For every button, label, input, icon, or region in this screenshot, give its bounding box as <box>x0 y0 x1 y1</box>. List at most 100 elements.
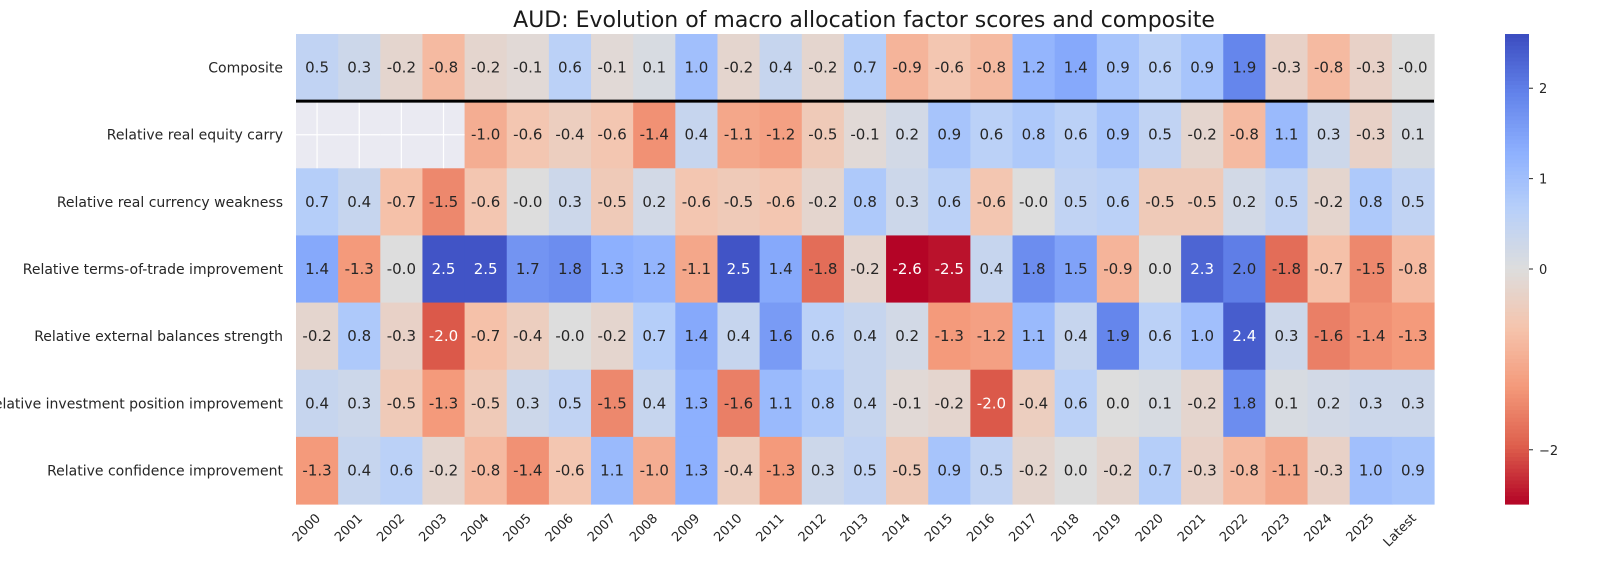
heatmap-cell <box>1096 168 1140 237</box>
cell-value-label: -1.1 <box>724 126 753 144</box>
cell-value-label: -0.5 <box>724 193 753 211</box>
heatmap-cell <box>1181 101 1224 169</box>
colorbar-segment <box>1505 143 1529 149</box>
colorbar-segment <box>1505 343 1529 348</box>
cell-value-label: -1.8 <box>1272 260 1301 278</box>
cell-value-label: 0.0 <box>1106 394 1130 412</box>
heatmap-cell <box>1181 168 1224 237</box>
cell-value-label: 1.1 <box>1022 327 1046 345</box>
heatmap-cell <box>843 302 887 371</box>
cell-value-label: -0.3 <box>1314 461 1343 479</box>
colorbar-segment <box>1505 323 1529 329</box>
heatmap-cell <box>380 369 424 438</box>
cell-value-label: 0.8 <box>347 327 371 345</box>
cell-value-label: 0.0 <box>1148 260 1172 278</box>
heatmap-cell <box>843 369 887 438</box>
heatmap-cell <box>1138 369 1182 438</box>
chart-title: AUD: Evolution of macro allocation facto… <box>513 8 1215 33</box>
heatmap-cell <box>1138 302 1182 371</box>
cell-value-label: 0.3 <box>811 461 835 479</box>
heatmap-cell <box>759 34 803 102</box>
column-label: 2006 <box>543 511 577 545</box>
column-label: 2004 <box>458 511 492 545</box>
cell-value-label: 1.9 <box>1106 327 1130 345</box>
colorbar-segment <box>1505 382 1529 388</box>
cell-value-label: 0.6 <box>811 327 835 345</box>
heatmap-cell <box>1138 436 1182 505</box>
cell-value-label: -0.8 <box>1398 260 1427 278</box>
colorbar-segment <box>1505 449 1529 454</box>
colorbar-segment <box>1505 167 1529 172</box>
heatmap-cell-labels: 0.5 0.3 -0.2 -0.8 -0.2 -0.1 0.6 -0.1 0.1 1.0 -0.2 0… <box>302 59 1427 480</box>
cell-value-label: -0.5 <box>808 126 837 144</box>
heatmap-cell <box>422 302 466 371</box>
colorbar-tick-label: −2 <box>1539 444 1558 459</box>
cell-value-label: -1.3 <box>302 461 331 479</box>
column-label: 2005 <box>501 511 535 545</box>
cell-value-label: 0.5 <box>1401 193 1425 211</box>
colorbar-segment <box>1505 88 1529 94</box>
column-label: 2020 <box>1133 511 1167 545</box>
cell-value-label: -0.5 <box>893 461 922 479</box>
colorbar-segment <box>1505 496 1529 501</box>
colorbar-segment <box>1505 53 1529 59</box>
colorbar-segment <box>1505 163 1529 168</box>
heatmap-cell <box>296 34 339 102</box>
heatmap-cell <box>422 369 466 438</box>
cell-value-label: -0.2 <box>808 193 837 211</box>
cell-value-label: 0.1 <box>1401 126 1425 144</box>
cell-value-label: -0.6 <box>597 126 626 144</box>
colorbar-segment <box>1505 92 1529 98</box>
heatmap-cell <box>380 235 424 304</box>
cell-value-label: 1.3 <box>684 394 708 412</box>
cell-value-label: -0.5 <box>1188 193 1217 211</box>
colorbar-segment <box>1505 331 1529 337</box>
colorbar-segment <box>1505 370 1529 376</box>
cell-value-label: 0.8 <box>1359 193 1383 211</box>
heatmap-cell <box>1265 235 1309 304</box>
colorbar-segment <box>1505 464 1529 470</box>
column-label: 2021 <box>1175 511 1209 545</box>
heatmap-cell <box>759 369 803 438</box>
heatmap-cell <box>801 235 845 304</box>
cell-value-label: -0.5 <box>1145 193 1174 211</box>
cell-value-label: 0.4 <box>769 59 793 77</box>
cell-value-label: 1.8 <box>558 260 582 278</box>
colorbar-segment <box>1505 96 1529 102</box>
cell-value-label: -1.3 <box>345 260 374 278</box>
cell-value-label: -0.8 <box>1230 126 1259 144</box>
heatmap-cell <box>1391 302 1435 371</box>
cell-value-label: -0.6 <box>682 193 711 211</box>
heatmap-cell <box>675 168 719 237</box>
cell-value-label: 0.5 <box>1275 193 1299 211</box>
cell-value-label: 0.3 <box>895 193 919 211</box>
heatmap-cell <box>464 101 508 169</box>
column-label: 2017 <box>1006 511 1040 545</box>
cell-value-label: 0.8 <box>811 394 835 412</box>
cell-value-label: 0.9 <box>1190 59 1214 77</box>
colorbar-segment <box>1505 108 1529 113</box>
heatmap-cell <box>1391 101 1435 169</box>
cell-value-label: -0.6 <box>513 126 542 144</box>
colorbar-segment <box>1505 194 1529 200</box>
heatmap-cell <box>548 34 592 102</box>
cell-value-label: 0.6 <box>389 461 413 479</box>
cell-value-label: 0.9 <box>1106 59 1130 77</box>
colorbar-segment <box>1505 429 1529 435</box>
cell-value-label: -0.0 <box>513 193 542 211</box>
cell-value-label: 1.4 <box>305 260 329 278</box>
colorbar-segment <box>1505 45 1529 51</box>
cell-value-label: 0.3 <box>1275 327 1299 345</box>
colorbar-segment <box>1505 37 1529 43</box>
cell-value-label: 0.0 <box>1064 461 1088 479</box>
cell-value-label: -0.2 <box>1314 193 1343 211</box>
cell-value-label: -0.2 <box>935 394 964 412</box>
colorbar-segment <box>1505 104 1529 110</box>
colorbar-segment <box>1505 151 1529 157</box>
heatmap-cell <box>759 302 803 371</box>
column-label: 2014 <box>880 511 914 545</box>
heatmap-cell <box>338 436 381 505</box>
colorbar-segment <box>1505 363 1529 368</box>
colorbar-segment <box>1505 155 1529 160</box>
